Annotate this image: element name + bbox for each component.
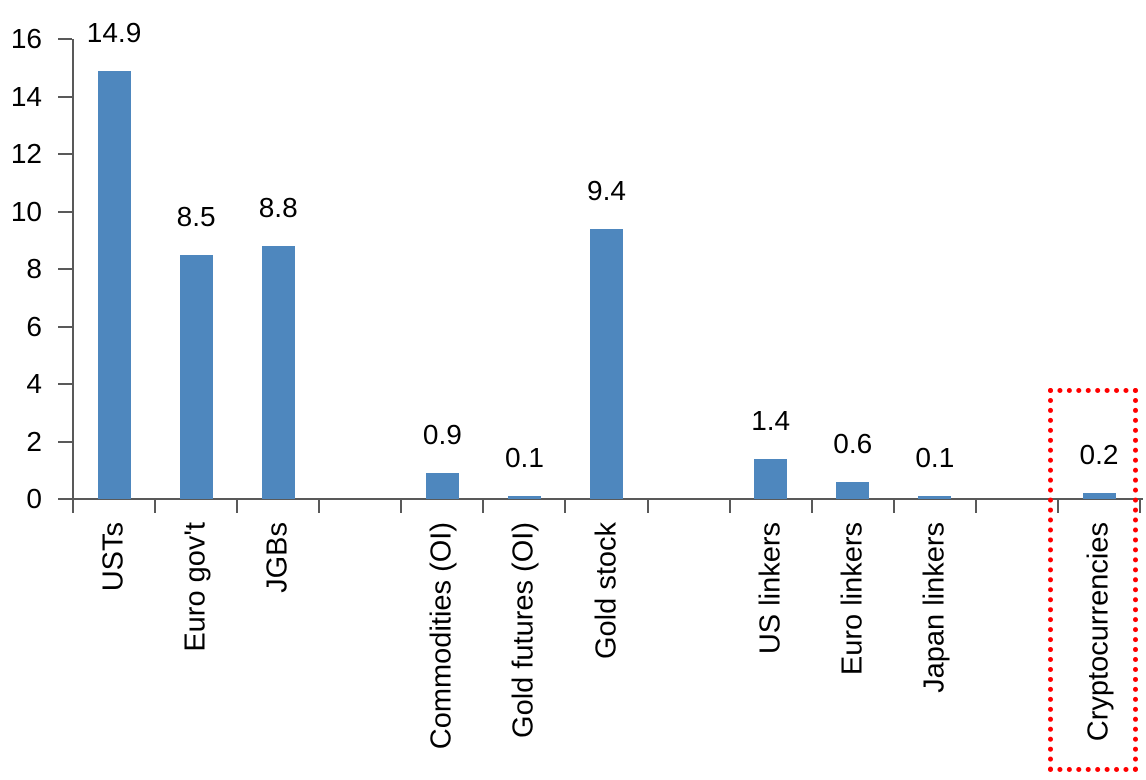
x-category-label: USTs xyxy=(97,522,130,592)
x-tick xyxy=(810,499,813,513)
y-tick xyxy=(58,95,72,98)
x-tick xyxy=(892,499,895,513)
y-tick-label: 4 xyxy=(26,368,42,400)
y-tick-label: 16 xyxy=(10,23,42,55)
bar-cryptocurrencies xyxy=(1082,493,1116,499)
bar-japan-linkers xyxy=(918,496,952,499)
y-tick xyxy=(58,383,72,386)
bar-euro-gov-t xyxy=(179,254,213,499)
y-tick-label: 6 xyxy=(26,310,42,342)
x-tick xyxy=(646,499,649,513)
bar-usts xyxy=(97,71,131,499)
bar-gold-futures-oi xyxy=(507,496,541,499)
bar-value-label: 0.1 xyxy=(504,442,544,474)
y-tick-label: 0 xyxy=(26,483,42,514)
y-tick xyxy=(58,210,72,213)
bar-value-label: 0.9 xyxy=(422,419,462,451)
bar-commodities-oi xyxy=(425,473,459,499)
y-axis-line xyxy=(72,39,74,500)
x-tick xyxy=(154,499,157,513)
x-tick xyxy=(1056,499,1059,513)
x-category-label: Gold stock xyxy=(590,522,623,659)
bar-us-linkers xyxy=(754,458,788,499)
bar-value-label: 8.8 xyxy=(258,192,298,224)
x-tick xyxy=(72,499,74,513)
x-tick xyxy=(400,499,403,513)
x-category-label: Commodities (OI) xyxy=(425,522,458,750)
x-tick xyxy=(236,499,239,513)
y-tick xyxy=(58,325,72,328)
y-tick-label: 8 xyxy=(26,253,42,285)
highlight-box-cryptocurrencies xyxy=(1047,388,1138,772)
bar-value-label: 14.9 xyxy=(86,17,142,49)
x-category-label: Gold futures (OI) xyxy=(507,522,540,738)
y-tick xyxy=(58,440,72,443)
y-tick xyxy=(58,268,72,271)
bar-value-label: 1.4 xyxy=(751,404,791,436)
bar-value-label: 0.2 xyxy=(1079,439,1119,471)
y-tick xyxy=(58,498,72,500)
bar-value-label: 8.5 xyxy=(176,200,216,232)
x-tick xyxy=(564,499,567,513)
bar-value-label: 0.6 xyxy=(833,427,873,459)
bar-euro-linkers xyxy=(836,481,870,499)
y-tick-label: 14 xyxy=(10,80,42,112)
bar-jgbs xyxy=(261,246,295,499)
x-tick xyxy=(1139,499,1142,513)
y-tick-label: 2 xyxy=(26,425,42,457)
y-tick-label: 12 xyxy=(10,138,42,170)
bar-value-label: 9.4 xyxy=(587,175,626,207)
y-tick xyxy=(58,38,72,41)
x-category-label: JGBs xyxy=(261,522,294,593)
x-category-label: Euro gov't xyxy=(179,522,212,652)
x-category-label: Japan linkers xyxy=(918,522,951,693)
bar-value-label: 0.1 xyxy=(915,442,955,474)
x-tick xyxy=(318,499,321,513)
x-tick xyxy=(974,499,977,513)
x-tick xyxy=(728,499,731,513)
x-category-label: US linkers xyxy=(754,522,787,655)
x-category-label: Euro linkers xyxy=(836,522,869,676)
x-axis-line xyxy=(72,498,1144,500)
bar-gold-stock xyxy=(590,229,624,499)
x-tick xyxy=(482,499,485,513)
y-tick xyxy=(58,153,72,156)
y-tick-label: 10 xyxy=(10,195,42,227)
